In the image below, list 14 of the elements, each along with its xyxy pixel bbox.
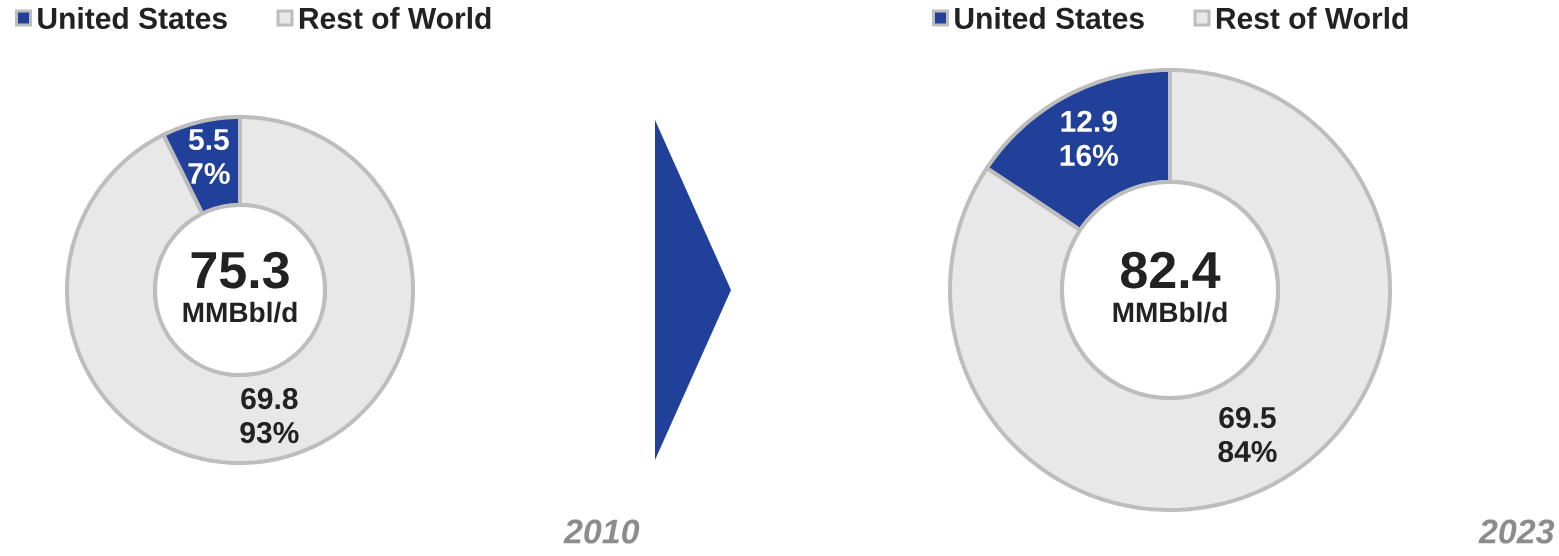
data-label: 12.9 16%: [1060, 110, 1118, 166]
text: 75.3: [191, 251, 289, 289]
text: 82.4: [1121, 251, 1221, 289]
legend-label: United States: [38, 6, 227, 29]
text: MMBbl/d: [1113, 301, 1227, 323]
legend-label: Rest of World: [1216, 6, 1408, 29]
data-label: 69.5 84%: [1218, 406, 1277, 463]
text: 2023: [1478, 519, 1555, 544]
data-label: 5.5 7%: [188, 129, 230, 185]
data-label: 69.8 93%: [240, 387, 299, 444]
legend-label: United States: [955, 6, 1144, 29]
text: MMBbl/d: [183, 301, 297, 323]
text: 2010: [563, 519, 640, 544]
legend-label: Rest of World: [299, 6, 491, 29]
